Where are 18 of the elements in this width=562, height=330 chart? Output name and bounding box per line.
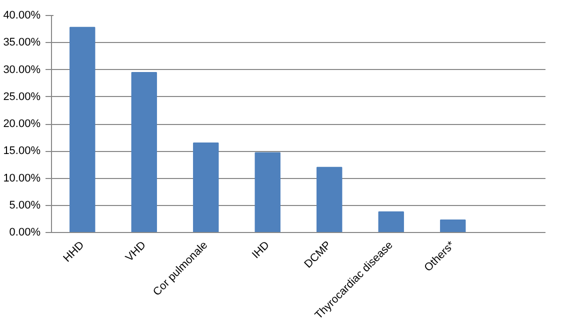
y-tick-label: 5.00%: [9, 199, 41, 212]
y-tick-label: 35.00%: [3, 36, 41, 49]
bar: [131, 72, 157, 232]
bar: [316, 166, 342, 232]
y-tick-label: 0.00%: [9, 226, 41, 238]
bar: [440, 220, 466, 232]
y-tick-label: 20.00%: [3, 118, 41, 130]
bar: [193, 142, 219, 232]
y-tick-label: 30.00%: [3, 64, 41, 76]
bar: [70, 26, 96, 232]
bar: [254, 152, 280, 232]
y-tick-label: 40.00%: [3, 10, 41, 22]
y-tick-label: 15.00%: [3, 145, 41, 158]
x-tick-label: VHD: [123, 239, 148, 264]
y-tick-label: 25.00%: [3, 90, 41, 103]
bar: [378, 211, 404, 232]
x-tick-label: IHD: [250, 239, 272, 262]
y-tick-label: 10.00%: [3, 172, 41, 184]
